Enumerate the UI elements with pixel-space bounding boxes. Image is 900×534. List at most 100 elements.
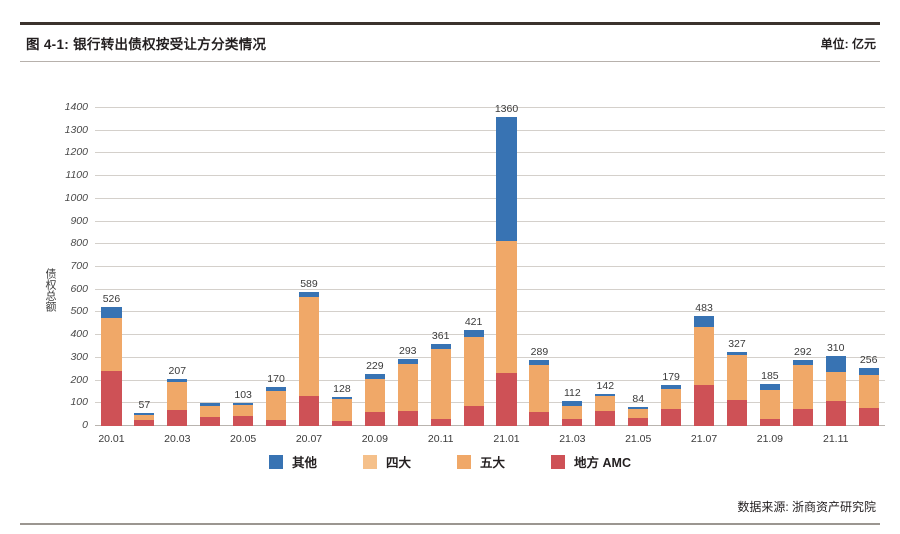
chart-plot-area: 债权总额 0 100 200 300 400 500 600 700 800 900 1000 110… xyxy=(20,70,885,450)
table-row[interactable]: 128 xyxy=(331,383,352,426)
bar-slot: 207 20.03 xyxy=(161,108,194,445)
table-row[interactable]: 292 xyxy=(792,346,813,426)
y-axis-tick-label: 1400 xyxy=(64,101,88,113)
y-axis-tick-label: 900 xyxy=(70,214,88,227)
bar-slot: 17020.06 xyxy=(260,108,293,426)
table-row[interactable]: 179 xyxy=(661,371,682,426)
x-axis-tick-label: 21.11 xyxy=(822,433,849,445)
bar-segment-local xyxy=(101,370,122,426)
bar-value-label: 229 xyxy=(366,360,384,373)
y-axis-tick-label: 100 xyxy=(70,396,88,409)
bar-segment-local xyxy=(397,411,418,426)
gridline: 300 xyxy=(70,351,885,363)
bar-segment-local xyxy=(858,408,879,426)
y-axis-tick-label: 1200 xyxy=(64,146,88,159)
bar-segment-wuda xyxy=(759,390,780,419)
table-row[interactable]: 327 xyxy=(726,338,748,426)
bar-segment-other xyxy=(167,379,188,382)
bar-segment-local xyxy=(266,419,287,426)
bar-segment-local xyxy=(167,409,188,426)
bar-value-label: 185 xyxy=(761,370,779,382)
legend-item-2[interactable]: 五大 xyxy=(457,452,505,471)
x-axis-tick-label: 20.03 xyxy=(164,433,191,445)
table-row[interactable] xyxy=(200,402,221,426)
table-row[interactable]: 185 xyxy=(759,370,780,426)
bar-segment-other xyxy=(298,292,320,298)
page-title: 图 4-1: 银行转出债权按受让方分类情况 xyxy=(26,37,267,52)
table-row[interactable]: 361 xyxy=(430,330,451,426)
legend-item-3[interactable]: 地方 AMC xyxy=(551,452,631,471)
gridline: 100 xyxy=(70,396,885,408)
bar-segment-wuda xyxy=(200,406,221,417)
bar-segment-local xyxy=(134,419,155,426)
table-row[interactable]: 207 xyxy=(167,365,188,426)
bar-segment-local xyxy=(364,411,385,426)
bar-segment-other xyxy=(529,360,550,366)
bar-slot: 483 21.07 xyxy=(688,108,721,445)
bar-segment-wuda xyxy=(858,375,879,409)
x-axis-tick-label: 20.05 xyxy=(230,433,257,445)
bar-segment-wuda xyxy=(101,318,122,371)
table-row[interactable]: 103 xyxy=(233,389,254,426)
table-row[interactable]: 589 xyxy=(298,278,320,426)
bar-slot: 17921.06 xyxy=(655,108,688,426)
gridline: 1300 xyxy=(65,124,885,136)
x-axis-tick-label: 20.01 xyxy=(98,433,125,445)
table-row[interactable]: 170 xyxy=(266,373,287,426)
bar-value-label: 292 xyxy=(794,345,812,358)
bar-segment-other xyxy=(759,384,780,391)
legend-swatch-icon xyxy=(269,454,283,469)
table-row[interactable]: 84 xyxy=(628,393,649,426)
table-row[interactable]: 1360 xyxy=(495,103,518,426)
bar-series-container: 52620.015720.0220720.0320.0410320.051702… xyxy=(95,103,885,445)
legend-item-0[interactable]: 其他 xyxy=(269,452,317,471)
bar-segment-wuda xyxy=(726,355,748,400)
bar-segment-wuda xyxy=(134,415,155,420)
bar-value-label: 421 xyxy=(464,316,483,329)
bar-segment-wuda xyxy=(792,364,813,410)
bar-segment-other xyxy=(858,367,879,376)
bar-segment-other xyxy=(430,344,451,350)
bar-segment-other xyxy=(562,400,583,407)
bar-segment-other xyxy=(364,374,385,380)
table-row[interactable]: 293 xyxy=(397,345,418,426)
table-row[interactable]: 229 xyxy=(364,360,385,426)
bar-segment-other xyxy=(101,306,122,319)
gridline: 1100 xyxy=(65,169,885,181)
table-row[interactable]: 526 xyxy=(101,293,122,426)
bar-slot: 112 21.03 xyxy=(556,108,589,445)
bar-value-label: 483 xyxy=(695,302,713,315)
bar-segment-local xyxy=(694,385,715,426)
gridline: 700 xyxy=(70,260,885,272)
bar-segment-wuda xyxy=(661,388,682,410)
bar-segment-local xyxy=(792,409,813,426)
gridline: 500 xyxy=(70,305,885,317)
bar-value-label: 526 xyxy=(102,292,121,305)
bar-slot: 103 20.05 xyxy=(227,108,260,445)
bar-segment-local xyxy=(233,415,254,426)
table-row[interactable]: 310 xyxy=(825,342,846,426)
bar-segment-wuda xyxy=(298,297,320,396)
source-note: 数据来源: 浙商资产研究院 xyxy=(737,499,876,514)
table-row[interactable]: 142 xyxy=(595,380,616,426)
bar-slot: 32721.08 xyxy=(721,108,754,426)
bar-segment-other xyxy=(628,406,649,409)
table-row[interactable]: 289 xyxy=(529,346,550,426)
bar-value-label: 207 xyxy=(168,365,187,378)
bar-slot: 589 20.07 xyxy=(293,108,326,445)
bar-segment-other xyxy=(463,330,484,338)
bar-segment-other xyxy=(496,117,517,241)
y-axis-tick-label: 400 xyxy=(70,328,88,341)
table-row[interactable]: 112 xyxy=(562,387,583,426)
bar-segment-wuda xyxy=(233,404,254,416)
table-row[interactable]: 256 xyxy=(858,354,879,426)
bar-value-label: 179 xyxy=(662,371,680,384)
table-row[interactable]: 483 xyxy=(694,302,715,426)
bar-value-label: 103 xyxy=(234,388,252,401)
legend-item-1[interactable]: 四大 xyxy=(363,452,411,471)
bar-value-label: 128 xyxy=(333,382,351,395)
gridline: 600 xyxy=(70,283,885,295)
table-row[interactable]: 57 xyxy=(134,399,155,426)
table-row[interactable]: 421 xyxy=(463,316,484,426)
bar-value-label: 57 xyxy=(138,399,151,412)
